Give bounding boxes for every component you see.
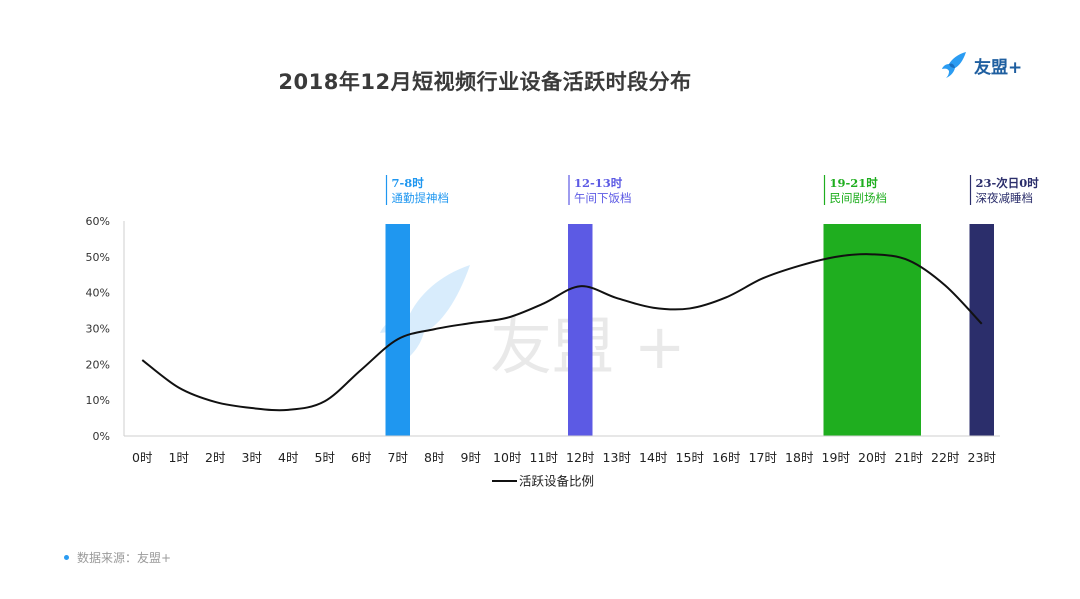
x-tick-label: 16时 bbox=[712, 450, 741, 465]
x-tick-label: 8时 bbox=[424, 450, 445, 465]
x-tick-label: 15时 bbox=[676, 450, 705, 465]
umeng-logo: 友盟+ bbox=[940, 48, 1022, 82]
bullet-dot-icon bbox=[64, 555, 69, 560]
chart-title: 2018年12月短视频行业设备活跃时段分布 bbox=[278, 70, 692, 94]
y-tick-label: 20% bbox=[86, 358, 110, 371]
y-tick-label: 10% bbox=[86, 394, 110, 407]
x-tick-label: 9时 bbox=[461, 450, 482, 465]
x-tick-label: 6时 bbox=[351, 450, 372, 465]
umeng-bird-logo-icon bbox=[942, 52, 966, 78]
umeng-watermark: 友盟 + bbox=[380, 265, 686, 383]
y-tick-label: 40% bbox=[86, 287, 110, 300]
legend-label: 活跃设备比例 bbox=[519, 474, 594, 489]
x-tick-label: 5时 bbox=[315, 450, 336, 465]
x-tick-label: 17时 bbox=[749, 450, 778, 465]
band-name-label: 民间剧场档 bbox=[830, 191, 888, 205]
x-tick-label: 7时 bbox=[388, 450, 409, 465]
x-tick-label: 4时 bbox=[278, 450, 299, 465]
logo-text: 友盟+ bbox=[974, 57, 1023, 78]
band-name-label: 通勤提神档 bbox=[392, 191, 450, 205]
y-axis: 0% 10% 20% 30% 40% 50% 60% bbox=[86, 215, 125, 443]
y-tick-label: 50% bbox=[86, 251, 110, 264]
x-tick-label: 18时 bbox=[785, 450, 814, 465]
band-3 bbox=[969, 224, 994, 436]
x-tick-label: 23时 bbox=[968, 450, 997, 465]
legend: 活跃设备比例 bbox=[492, 474, 594, 489]
x-tick-label: 10时 bbox=[493, 450, 522, 465]
source-text: 数据来源：友盟+ bbox=[77, 551, 172, 565]
x-tick-label: 20时 bbox=[858, 450, 887, 465]
band-range-label: 7-8时 bbox=[392, 176, 425, 190]
x-tick-label: 14时 bbox=[639, 450, 668, 465]
series-line-0 bbox=[141, 253, 983, 412]
series-lines bbox=[141, 253, 983, 412]
data-source: 数据来源：友盟+ bbox=[64, 549, 171, 566]
y-tick-label: 0% bbox=[93, 430, 110, 443]
x-tick-label: 0时 bbox=[132, 450, 153, 465]
x-tick-label: 19时 bbox=[822, 450, 851, 465]
x-tick-label: 2时 bbox=[205, 450, 226, 465]
y-tick-label: 60% bbox=[86, 215, 110, 228]
x-tick-label: 3时 bbox=[242, 450, 263, 465]
x-tick-label: 11时 bbox=[530, 450, 559, 465]
x-tick-label: 13时 bbox=[603, 450, 632, 465]
time-bands bbox=[385, 224, 994, 436]
band-name-label: 午间下饭档 bbox=[574, 191, 632, 205]
band-1 bbox=[568, 224, 593, 436]
band-range-label: 12-13时 bbox=[574, 176, 623, 190]
band-0 bbox=[385, 224, 410, 436]
x-tick-label: 21时 bbox=[895, 450, 924, 465]
x-tick-label: 1时 bbox=[169, 450, 190, 465]
y-tick-label: 30% bbox=[86, 323, 110, 336]
x-tick-label: 22时 bbox=[931, 450, 960, 465]
band-range-label: 23-次日0时 bbox=[976, 176, 1040, 190]
x-tick-label: 12时 bbox=[566, 450, 595, 465]
x-axis: 0时 1时 2时 3时 4时 5时 6时 7时 8时 9时 10时 11时 12时 13时 14时 15时 16… bbox=[124, 435, 1000, 465]
band-range-label: 19-21时 bbox=[830, 176, 879, 190]
band-name-label: 深夜减睡档 bbox=[976, 191, 1034, 205]
